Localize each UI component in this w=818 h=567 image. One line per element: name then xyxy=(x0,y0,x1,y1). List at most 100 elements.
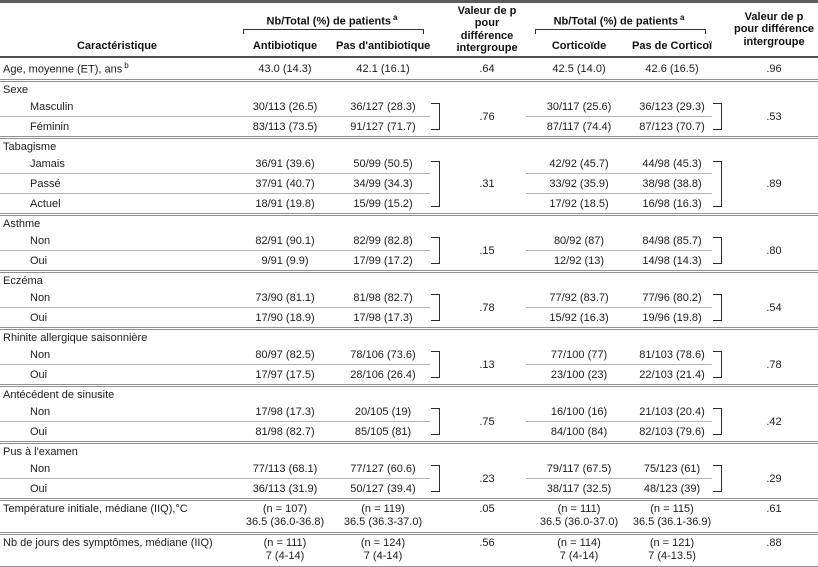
cell-value: 28/106 (26.4) xyxy=(336,364,431,388)
cell-value: 38/98 (38.8) xyxy=(632,173,713,195)
row-label: Actuel xyxy=(0,193,234,217)
cell-value: 17/99 (17.2) xyxy=(336,250,431,274)
cell-value: 16/98 (16.3) xyxy=(632,193,713,217)
cell-value: 50/99 (50.5) xyxy=(336,154,431,175)
group-bracket xyxy=(713,465,723,493)
cell-value: 84/98 (85.7) xyxy=(632,231,713,252)
p-value: .64 xyxy=(448,57,527,83)
cell-value: 75/123 (61) xyxy=(632,459,713,480)
cell-value: 9/91 (9.9) xyxy=(234,250,336,274)
row-label: Oui xyxy=(0,421,234,445)
row-label: Non xyxy=(0,459,234,480)
column-header-p-antibiotique: Valeur de p pour différence intergroupe xyxy=(448,1,527,59)
cell-value: 79/117 (67.5) xyxy=(526,459,633,480)
p-value: .42 xyxy=(730,402,818,445)
spanner-bracket xyxy=(535,28,707,34)
p-value: .96 xyxy=(730,57,818,83)
p-value: .76 xyxy=(448,97,527,140)
cell-value: 77/96 (80.2) xyxy=(632,288,713,309)
cell-value: 36/91 (39.6) xyxy=(234,154,336,175)
row-label: Non xyxy=(0,345,234,366)
column-header-pas-corticoide: Pas de Corticoïde xyxy=(632,34,713,59)
cell-value: 23/100 (23) xyxy=(526,364,633,388)
p-value: .53 xyxy=(730,97,818,140)
cell-value: 84/100 (84) xyxy=(526,421,633,445)
section-label-sinusite: Antécédent de sinusite xyxy=(3,389,115,402)
group-bracket-cell xyxy=(712,231,731,274)
section-label-sexe: Sexe xyxy=(3,84,29,97)
group-bracket-cell xyxy=(430,345,449,388)
cell-value: (n = 119) 36.5 (36.3-37.0) xyxy=(336,499,431,536)
cell-value: 20/105 (19) xyxy=(336,402,431,423)
p-value: .89 xyxy=(730,154,818,217)
group-spanner-corticoide xyxy=(526,28,712,35)
cell-value: (n = 107) 36.5 (36.0-36.8) xyxy=(234,499,336,536)
cell-value: 36/123 (29.3) xyxy=(632,97,713,118)
cell-value: 42.5 (14.0) xyxy=(526,57,633,83)
cell-value: 73/90 (81.1) xyxy=(234,288,336,309)
cell-value: 21/103 (20.4) xyxy=(632,402,713,423)
cell-value: 12/92 (13) xyxy=(526,250,633,274)
group-bracket-cell xyxy=(712,345,731,388)
group-bracket xyxy=(431,351,441,379)
spacer-cell xyxy=(430,57,449,83)
row-label-temperature: Température initiale, médiane (IIQ),°C xyxy=(0,499,234,536)
group-bracket-cell xyxy=(712,288,731,331)
cell-value: 91/127 (71.7) xyxy=(336,116,431,140)
spacer-cell xyxy=(430,1,449,59)
row-label: Oui xyxy=(0,364,234,388)
spacer-cell xyxy=(430,533,449,567)
section-label-tabagisme: Tabagisme xyxy=(3,141,57,154)
p-value: .61 xyxy=(730,499,818,536)
cell-value: (n = 121) 7 (4-13.5) xyxy=(632,533,713,567)
cell-value: 30/117 (25.6) xyxy=(526,97,633,118)
p-value: .56 xyxy=(448,533,527,567)
group-spanner-antibiotique xyxy=(234,28,430,35)
section-label-pus: Pus à l'examen xyxy=(3,446,78,459)
row-label: Passé xyxy=(0,173,234,195)
cell-value: 36/113 (31.9) xyxy=(234,478,336,502)
p-value: .88 xyxy=(730,533,818,567)
group-bracket-cell xyxy=(430,402,449,445)
section-label-asthme: Asthme xyxy=(3,218,41,231)
p-value: .75 xyxy=(448,402,527,445)
section-label-rhinite: Rhinite allergique saisonnière xyxy=(3,332,148,345)
cell-value: 17/97 (17.5) xyxy=(234,364,336,388)
group-bracket xyxy=(713,294,723,322)
group-header-corticoide: Nb/Total (%) de patients a xyxy=(553,13,685,28)
p-value: .29 xyxy=(730,459,818,502)
spanner-bracket xyxy=(243,28,425,34)
cell-value: (n = 124) 7 (4-14) xyxy=(336,533,431,567)
cell-value: 77/92 (83.7) xyxy=(526,288,633,309)
p-value: .15 xyxy=(448,231,527,274)
cell-value: 42.1 (16.1) xyxy=(336,57,431,83)
row-label: Oui xyxy=(0,307,234,331)
cell-value: 77/127 (60.6) xyxy=(336,459,431,480)
group-bracket-cell xyxy=(430,231,449,274)
group-bracket xyxy=(713,103,723,131)
cell-value: 83/113 (73.5) xyxy=(234,116,336,140)
spacer-cell xyxy=(712,533,731,567)
cell-value: 85/105 (81) xyxy=(336,421,431,445)
section-label-eczema: Eczéma xyxy=(3,275,43,288)
cell-value: 42.6 (16.5) xyxy=(632,57,713,83)
row-label: Non xyxy=(0,402,234,423)
cell-value: 50/127 (39.4) xyxy=(336,478,431,502)
cell-value: 81/103 (78.6) xyxy=(632,345,713,366)
cell-value: 33/92 (35.9) xyxy=(526,173,633,195)
row-label: Oui xyxy=(0,478,234,502)
cell-value: 38/117 (32.5) xyxy=(526,478,633,502)
cell-value: 80/97 (82.5) xyxy=(234,345,336,366)
group-bracket xyxy=(431,237,441,265)
column-header-corticoide: Corticoïde xyxy=(526,34,633,59)
cell-value: (n = 111) 36.5 (36.0-37.0) xyxy=(526,499,633,536)
group-bracket xyxy=(431,465,441,493)
cell-value: 82/103 (79.6) xyxy=(632,421,713,445)
group-bracket-cell xyxy=(712,459,731,502)
row-label: Jamais xyxy=(0,154,234,175)
spacer-cell xyxy=(712,1,731,59)
cell-value: 81/98 (82.7) xyxy=(336,288,431,309)
cell-value: 17/90 (18.9) xyxy=(234,307,336,331)
p-value: .31 xyxy=(448,154,527,217)
